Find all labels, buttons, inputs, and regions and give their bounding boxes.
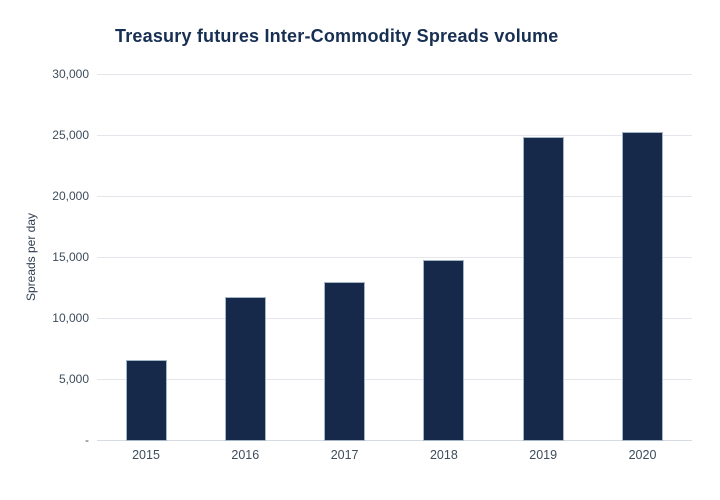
bar-2015 [125,360,167,441]
y-tick-label: 25,000 [52,128,89,142]
bar-2020 [622,132,663,441]
bar-2017 [324,282,366,441]
y-tick-label: 30,000 [52,67,89,81]
plot-area [97,74,692,441]
gridline [97,257,692,258]
y-tick-label: 20,000 [52,189,89,203]
y-tick-label: 10,000 [52,311,89,325]
x-tick-label: 2020 [628,448,657,462]
bar-2018 [423,260,465,441]
gridline [97,196,692,197]
bar-2016 [224,297,266,441]
gridline [97,318,692,319]
x-tick-label: 2017 [330,448,359,462]
bar-2019 [522,137,564,441]
x-tick-label: 2015 [132,448,160,462]
chart-title: Treasury futures Inter-Commodity Spreads… [115,26,559,46]
x-axis-line [97,440,692,441]
gridline [97,135,692,136]
x-tick-label: 2018 [429,448,458,462]
x-tick-label: 2016 [231,448,260,462]
x-tick-label: 2019 [529,448,558,462]
y-tick-label: 5,000 [58,372,89,386]
y-tick-label: - [85,433,89,447]
y-tick-label: 15,000 [52,250,89,264]
gridline [97,74,692,75]
gridline [97,379,692,380]
